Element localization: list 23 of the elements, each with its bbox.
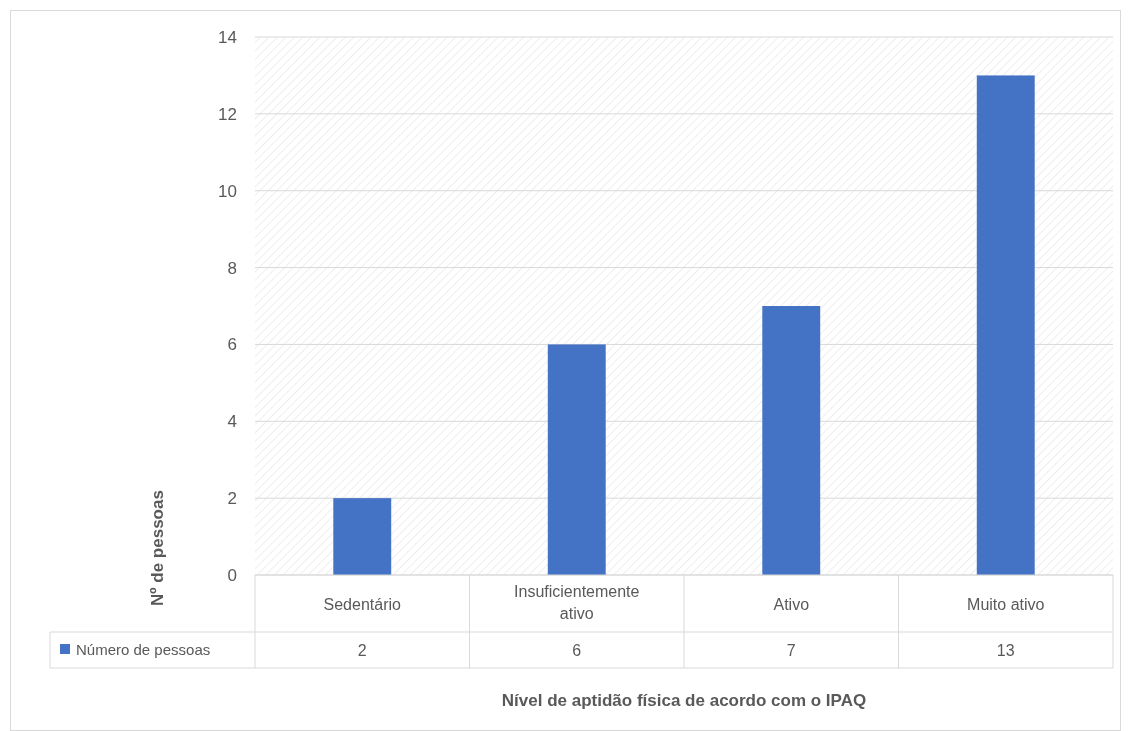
x-tick-label: Muito ativo (967, 596, 1045, 613)
x-tick-label: Sedentário (323, 596, 402, 613)
x-tick-label: Insuficientemente ativo (514, 583, 640, 622)
data-label: 2 (357, 642, 367, 659)
bar (333, 498, 392, 575)
x-axis-title: Nível de aptidão física de acordo com o IPAQ (501, 691, 867, 710)
y-axis-title: Nº de pessoas (148, 490, 167, 606)
data-label: 7 (786, 642, 796, 659)
bar (547, 344, 606, 575)
y-tick-label: 10 (218, 181, 237, 201)
y-tick-label: 14 (218, 27, 237, 47)
data-label: 6 (572, 642, 582, 659)
legend-label: Número de pessoas (76, 641, 211, 658)
data-label: 13 (996, 642, 1015, 659)
y-tick-label: 6 (227, 335, 237, 355)
y-tick-label: 2 (227, 489, 237, 509)
y-tick-label: 0 (227, 565, 237, 585)
bar (762, 306, 821, 575)
y-tick-label: 8 (227, 258, 237, 278)
x-tick-label: Ativo (773, 596, 810, 613)
y-tick-label: 4 (227, 412, 237, 432)
y-tick-label: 12 (218, 104, 237, 124)
bar (976, 75, 1035, 575)
